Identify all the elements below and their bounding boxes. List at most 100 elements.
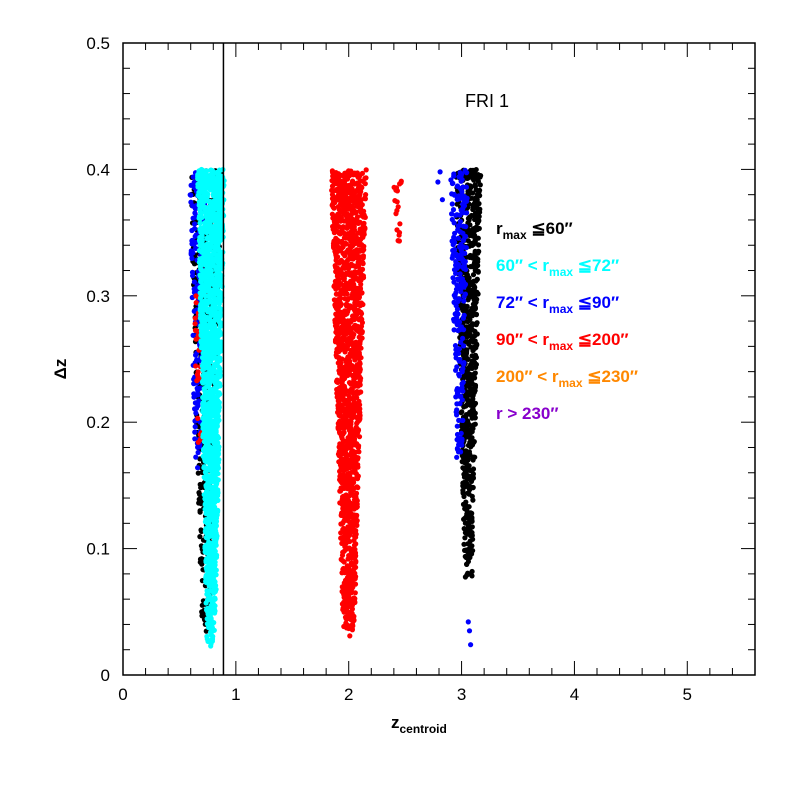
data-point — [457, 271, 463, 277]
tick-labels: 0 1 2 3 4 500.10.20.30.40.5 — [86, 34, 692, 704]
data-point — [454, 412, 460, 418]
data-point — [206, 198, 212, 205]
data-point — [469, 195, 475, 201]
data-point — [191, 279, 197, 285]
data-point — [214, 459, 220, 465]
data-point — [353, 391, 359, 397]
data-point — [216, 315, 222, 321]
data-point — [341, 559, 347, 565]
data-point — [470, 485, 476, 491]
data-point — [454, 194, 460, 200]
data-point — [450, 275, 456, 281]
data-point — [467, 527, 473, 533]
data-point — [466, 228, 472, 234]
data-point — [202, 365, 208, 371]
data-point — [336, 355, 342, 361]
data-point — [465, 619, 471, 625]
data-point — [356, 417, 362, 423]
data-point — [393, 211, 399, 217]
data-point — [468, 264, 474, 270]
data-point — [341, 282, 347, 289]
data-point — [340, 372, 346, 378]
data-point — [203, 328, 209, 334]
data-point — [455, 437, 461, 443]
data-point — [469, 212, 475, 219]
data-point — [210, 633, 216, 640]
data-point — [469, 231, 475, 237]
data-point — [460, 238, 466, 244]
data-point — [202, 388, 208, 394]
data-point — [453, 270, 459, 276]
data-point — [471, 422, 477, 428]
data-point — [397, 181, 403, 187]
data-point — [351, 295, 357, 301]
data-point — [332, 319, 338, 326]
data-point — [356, 345, 362, 351]
data-point — [456, 263, 462, 269]
data-point — [208, 641, 214, 647]
data-point — [346, 265, 352, 271]
data-point — [354, 503, 360, 509]
data-point — [353, 354, 359, 360]
data-point — [474, 191, 481, 197]
data-point — [336, 224, 342, 230]
data-point — [362, 181, 368, 187]
data-point — [212, 589, 218, 595]
data-point — [449, 211, 455, 217]
data-point — [352, 367, 358, 373]
data-point — [336, 260, 342, 266]
data-point — [341, 592, 347, 598]
data-point — [469, 568, 475, 575]
data-point — [465, 558, 471, 565]
data-point — [454, 183, 461, 189]
data-point — [215, 215, 221, 221]
data-point — [474, 331, 480, 337]
data-point — [457, 401, 463, 407]
data-point — [469, 439, 475, 445]
data-point — [211, 516, 217, 522]
data-point — [207, 579, 213, 585]
data-point — [465, 376, 471, 382]
data-point — [218, 323, 224, 329]
data-point — [357, 389, 363, 395]
data-point — [470, 466, 477, 472]
data-point — [465, 490, 471, 496]
data-point — [346, 458, 352, 464]
data-point — [205, 307, 211, 313]
data-point — [356, 278, 362, 284]
data-point — [454, 407, 460, 413]
data-point — [207, 418, 213, 425]
data-point — [459, 251, 465, 257]
data-point — [395, 238, 401, 244]
data-point — [453, 351, 459, 357]
data-point — [189, 255, 195, 261]
data-point — [476, 225, 482, 232]
data-point — [461, 327, 467, 333]
data-point — [195, 392, 201, 398]
data-point — [357, 254, 363, 260]
data-point — [198, 267, 204, 273]
data-point — [474, 217, 480, 223]
data-points — [187, 166, 484, 649]
data-point — [348, 418, 354, 424]
data-point — [216, 390, 222, 396]
data-point — [338, 288, 344, 294]
data-point — [212, 603, 218, 609]
data-point — [472, 251, 478, 257]
data-point — [202, 411, 208, 417]
data-point — [352, 300, 358, 306]
data-point — [329, 183, 336, 189]
data-point — [347, 633, 353, 639]
data-point — [345, 508, 351, 514]
data-point — [345, 372, 351, 378]
data-point — [213, 554, 220, 560]
data-point — [197, 534, 203, 540]
data-point — [392, 198, 398, 204]
data-point — [336, 207, 342, 213]
data-point — [464, 549, 470, 555]
data-point — [397, 221, 403, 227]
data-point — [195, 444, 201, 450]
data-point — [216, 247, 222, 253]
data-point — [353, 431, 359, 437]
data-point — [463, 224, 469, 230]
